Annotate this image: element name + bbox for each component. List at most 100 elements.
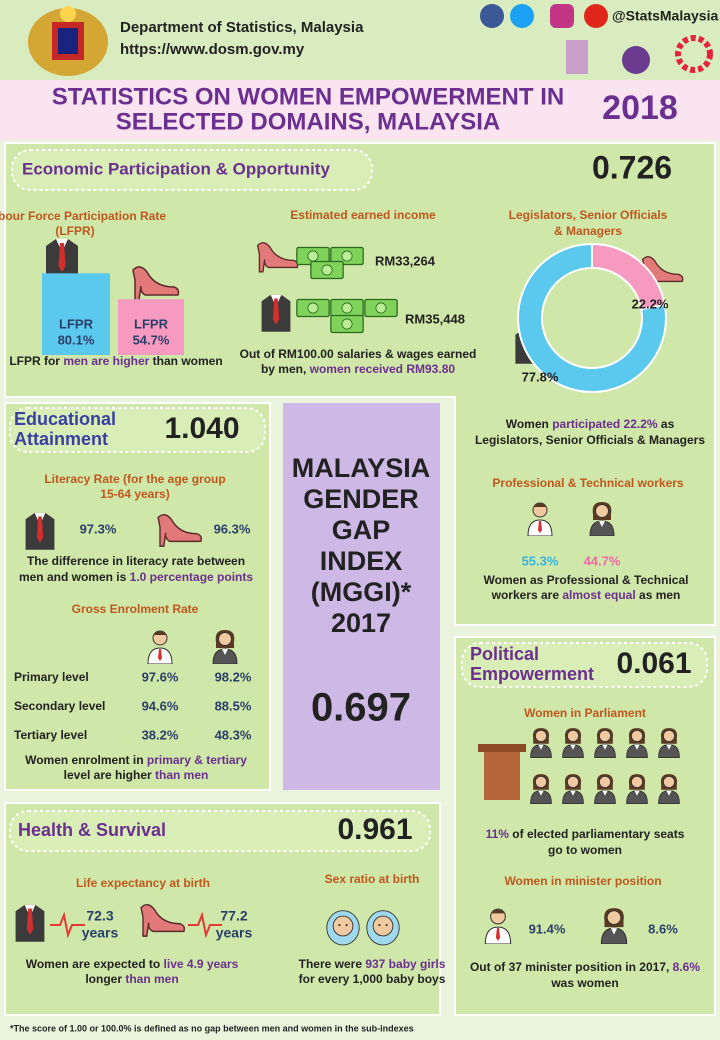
text-segment: women received RM93.80 xyxy=(309,362,456,376)
label: LFPR xyxy=(59,316,94,331)
text-segment: LFPR for xyxy=(9,354,63,368)
subtitle: (LFPR) xyxy=(55,224,94,238)
text-segment: Out of RM100.00 salaries & wages earned xyxy=(240,347,477,361)
text-segment: as men xyxy=(636,588,681,602)
text-segment: for every 1,000 baby boys xyxy=(299,972,446,986)
text-segment: 11% xyxy=(486,827,510,841)
note: level are higher than men xyxy=(64,768,209,782)
text-segment: almost equal xyxy=(562,588,635,602)
section-heading: Educational xyxy=(14,409,116,429)
note: Women are expected to live 4.9 years xyxy=(26,957,239,971)
mggi-title: INDEX xyxy=(320,546,403,576)
note: Women enrolment in primary & tertiary xyxy=(25,753,247,767)
label: Secondary level xyxy=(14,699,105,713)
text-segment: than men xyxy=(122,972,179,986)
label: 94.6% xyxy=(142,698,179,713)
label: years xyxy=(216,925,253,941)
subtitle: Legislators, Senior Officials xyxy=(509,208,668,222)
text-segment: men are higher xyxy=(63,354,149,368)
note: longer than men xyxy=(85,972,178,986)
text-segment: live 4.9 years xyxy=(164,957,239,971)
text-segment: Out of 37 minister position in 2017, xyxy=(470,960,673,974)
subtitle: Labour Force Participation Rate xyxy=(0,209,166,223)
text-segment: primary & tertiary xyxy=(147,753,247,767)
title-band xyxy=(0,80,720,140)
note: Women as Professional & Technical xyxy=(484,573,689,587)
year: 2018 xyxy=(602,89,678,127)
icons xyxy=(15,239,684,946)
text-segment: men and women is xyxy=(19,570,130,584)
subtitle: Women in minister position xyxy=(504,874,661,888)
section-score: 1.040 xyxy=(164,412,239,445)
emblem xyxy=(28,6,108,76)
text-segment: Women are expected to xyxy=(26,957,164,971)
section-heading: Political xyxy=(470,644,539,664)
mggi-score: 0.697 xyxy=(311,686,411,730)
section-heading: Health & Survival xyxy=(18,820,166,840)
subtitle: Estimated earned income xyxy=(290,208,436,222)
label: 55.3% xyxy=(522,553,559,568)
text-segment: 8.6% xyxy=(673,960,701,974)
mggi-title: (MGGI)* xyxy=(311,577,412,607)
text-segment: Women xyxy=(506,417,552,431)
label: 54.7% xyxy=(133,332,170,347)
social-handle: @StatsMalaysia xyxy=(612,8,718,24)
label: 22.2% xyxy=(632,296,669,311)
mggi-box xyxy=(283,403,440,790)
mggi-title: GAP xyxy=(332,515,391,545)
text-segment: as xyxy=(658,417,675,431)
bar xyxy=(118,299,184,355)
text-segment: than women xyxy=(149,354,222,368)
label: RM35,448 xyxy=(405,311,465,326)
note: Legislators, Senior Officials & Managers xyxy=(475,433,705,447)
label: 38.2% xyxy=(142,727,179,742)
donut-slice xyxy=(517,242,667,393)
mggi-title: 2017 xyxy=(331,608,391,638)
text-segment: participated 22.2% xyxy=(552,417,658,431)
note: was women xyxy=(550,976,618,990)
label: 8.6% xyxy=(648,921,678,936)
label: Primary level xyxy=(14,670,89,684)
label: years xyxy=(82,925,119,941)
section-heading: Economic Participation & Opportunity xyxy=(22,159,330,178)
text-segment: The difference in literacy rate between xyxy=(27,554,245,568)
note: men and women is 1.0 percentage points xyxy=(19,570,253,584)
subtitle: 15-64 years) xyxy=(100,487,169,501)
heading-frames xyxy=(9,149,708,852)
mggi-title: MALAYSIA xyxy=(292,453,431,483)
label: Tertiary level xyxy=(14,728,87,742)
text-segment: Women enrolment in xyxy=(25,753,147,767)
note: workers are almost equal as men xyxy=(491,588,681,602)
note: Out of 37 minister position in 2017, 8.6… xyxy=(470,960,700,974)
label: 91.4% xyxy=(529,921,566,936)
label: 98.2% xyxy=(215,669,252,684)
text-segment: was women xyxy=(550,976,618,990)
text-segment: Legislators, Senior Officials & Managers xyxy=(475,433,705,447)
label: LFPR xyxy=(134,316,169,331)
note: Women participated 22.2% as xyxy=(506,417,675,431)
subtitle: Life expectancy at birth xyxy=(76,876,210,890)
label: 88.5% xyxy=(215,698,252,713)
section-score: 0.061 xyxy=(616,647,691,680)
title: STATISTICS ON WOMEN EMPOWERMENT IN xyxy=(52,83,564,110)
text-segment: go to women xyxy=(548,843,622,857)
footnote: *The score of 1.00 or 100.0% is defined … xyxy=(10,1023,414,1033)
label: RM33,264 xyxy=(375,253,436,268)
label: 96.3% xyxy=(214,521,251,536)
bar xyxy=(42,273,110,355)
text-segment: 1.0 percentage points xyxy=(130,570,254,584)
subtitle: Women in Parliament xyxy=(524,706,646,720)
note: go to women xyxy=(548,843,622,857)
partner-logos xyxy=(566,35,713,74)
mggi-title: GENDER xyxy=(303,484,419,514)
note: for every 1,000 baby boys xyxy=(299,972,446,986)
text-segment: workers are xyxy=(491,588,563,602)
note: There were 937 baby girls xyxy=(299,957,446,971)
text-segment: of elected parliamentary seats xyxy=(509,827,685,841)
org-name: Department of Statistics, Malaysia xyxy=(120,19,364,36)
title: SELECTED DOMAINS, MALAYSIA xyxy=(116,108,500,135)
org-url: https://www.dosm.gov.my xyxy=(120,41,305,58)
text-segment: 937 baby girls xyxy=(365,957,445,971)
subtitle: & Managers xyxy=(554,224,622,238)
